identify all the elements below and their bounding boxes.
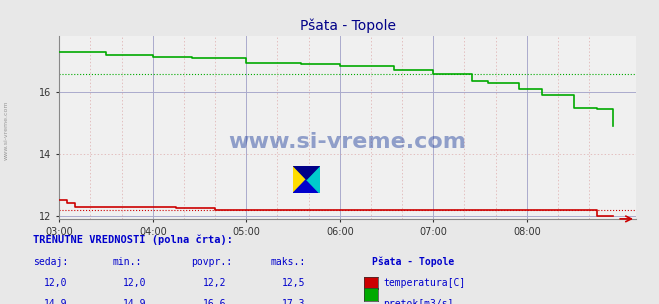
Text: Pšata - Topole: Pšata - Topole — [372, 257, 455, 268]
Text: www.si-vreme.com: www.si-vreme.com — [229, 132, 467, 152]
Text: www.si-vreme.com: www.si-vreme.com — [4, 101, 9, 161]
Text: 17,3: 17,3 — [281, 299, 305, 304]
Text: 14,9: 14,9 — [123, 299, 147, 304]
Text: 14,9: 14,9 — [44, 299, 68, 304]
Polygon shape — [293, 179, 320, 193]
Text: sedaj:: sedaj: — [33, 257, 68, 267]
Title: Pšata - Topole: Pšata - Topole — [300, 18, 395, 33]
Polygon shape — [293, 166, 306, 193]
Text: povpr.:: povpr.: — [191, 257, 232, 267]
Polygon shape — [293, 166, 320, 179]
Polygon shape — [306, 166, 320, 193]
Text: 16,6: 16,6 — [202, 299, 226, 304]
Text: 12,2: 12,2 — [202, 278, 226, 288]
Text: pretok[m3/s]: pretok[m3/s] — [384, 299, 454, 304]
Text: 12,0: 12,0 — [123, 278, 147, 288]
Text: 12,5: 12,5 — [281, 278, 305, 288]
Text: TRENUTNE VREDNOSTI (polna črta):: TRENUTNE VREDNOSTI (polna črta): — [33, 234, 233, 245]
Text: maks.:: maks.: — [270, 257, 305, 267]
Text: temperatura[C]: temperatura[C] — [384, 278, 466, 288]
Text: 12,0: 12,0 — [44, 278, 68, 288]
Text: min.:: min.: — [112, 257, 142, 267]
